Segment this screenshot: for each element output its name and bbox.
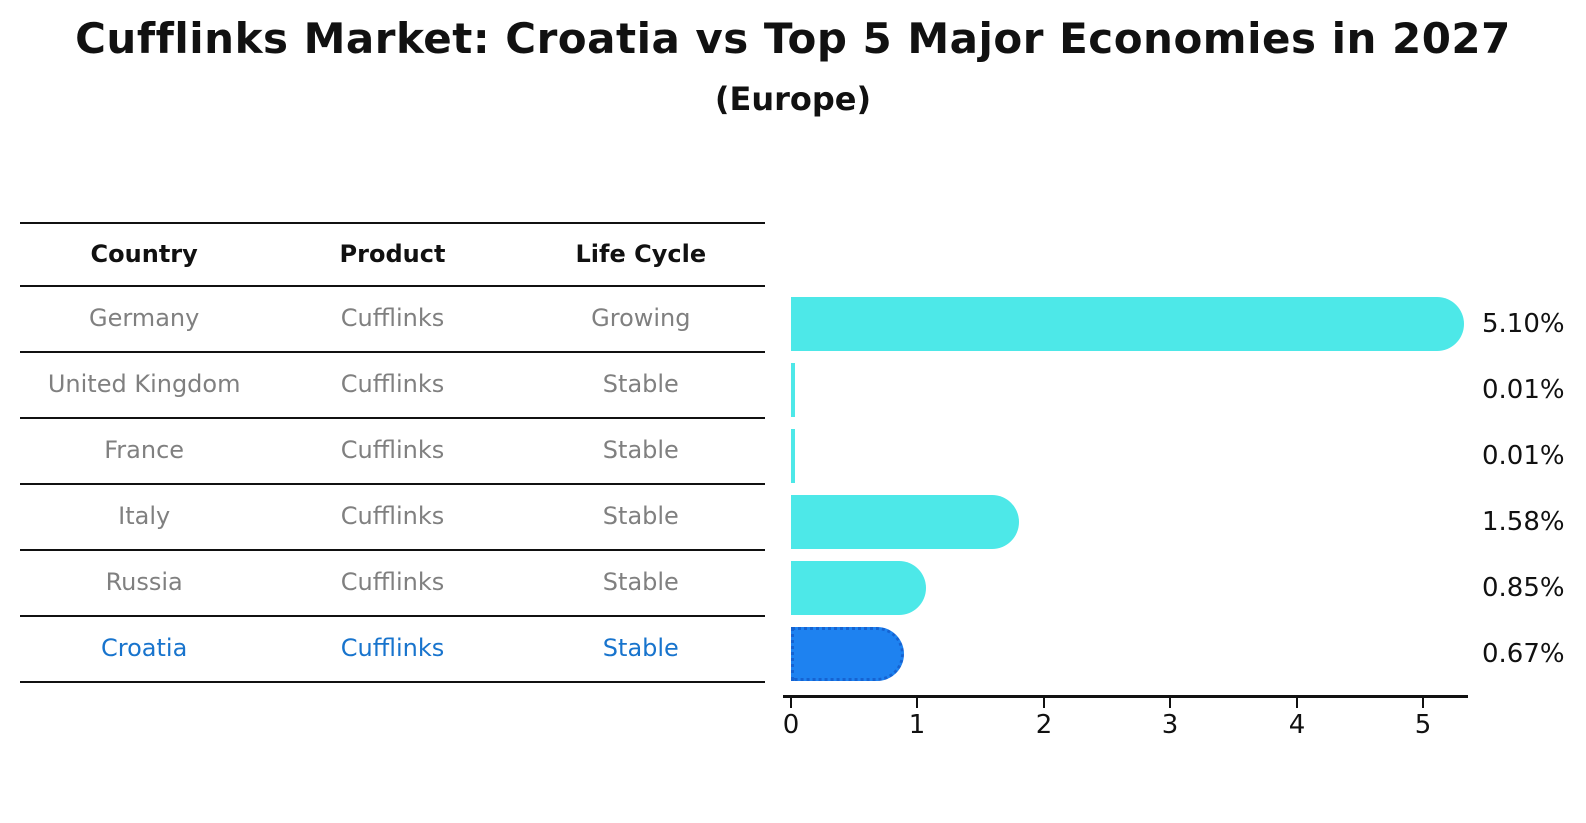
bar-russia: [791, 561, 926, 615]
cell-country: France: [104, 436, 185, 464]
x-tick-label: 0: [782, 710, 800, 740]
x-tick-mark: [1422, 698, 1424, 708]
cell-country: Croatia: [101, 634, 188, 662]
table-row-croatia: Croatia Cufflinks Stable: [20, 615, 765, 681]
cell-product: Cufflinks: [340, 436, 445, 464]
cell-product: Cufflinks: [340, 502, 445, 530]
country-table: Country Product Life Cycle Germany Cuffl…: [20, 222, 765, 683]
table-row-line: [20, 417, 765, 419]
cell-life-cycle: Growing: [591, 304, 691, 332]
x-tick-label: 3: [1161, 710, 1179, 740]
column-header-country: Country: [90, 239, 198, 268]
cell-life-cycle: Stable: [602, 370, 679, 398]
x-tick-mark: [1296, 698, 1298, 708]
value-label-united-kingdom: 0.01%: [1482, 375, 1565, 405]
table-row-line: [20, 483, 765, 485]
table-row: Russia Cufflinks Stable: [20, 549, 765, 615]
column-header-life-cycle: Life Cycle: [575, 239, 707, 268]
bar-germany: [791, 297, 1464, 351]
x-tick-mark: [916, 698, 918, 708]
value-label-italy: 1.58%: [1482, 507, 1565, 537]
column-header-product: Product: [339, 239, 446, 268]
table-row: France Cufflinks Stable: [20, 417, 765, 483]
cell-country: Germany: [89, 304, 200, 332]
x-tick-mark: [790, 698, 792, 708]
cell-country: Russia: [105, 568, 183, 596]
value-label-russia: 0.85%: [1482, 573, 1565, 603]
x-tick-mark: [1043, 698, 1045, 708]
cell-country: Italy: [118, 502, 171, 530]
cell-life-cycle: Stable: [602, 436, 679, 464]
table-row-line: [20, 549, 765, 551]
table-row-line: [20, 615, 765, 617]
x-axis-line: [783, 695, 1468, 698]
value-label-croatia: 0.67%: [1482, 639, 1565, 669]
table-row: Germany Cufflinks Growing: [20, 285, 765, 351]
bar-italy: [791, 495, 1019, 549]
cell-life-cycle: Stable: [602, 634, 679, 662]
table-top-line: [20, 222, 765, 224]
cell-product: Cufflinks: [340, 634, 445, 662]
x-tick-mark: [1169, 698, 1171, 708]
chart-subtitle: (Europe): [714, 80, 872, 118]
cell-life-cycle: Stable: [602, 568, 679, 596]
x-tick-label: 5: [1414, 710, 1432, 740]
x-tick-label: 2: [1035, 710, 1053, 740]
bar-france: [791, 429, 795, 483]
cell-product: Cufflinks: [340, 568, 445, 596]
cell-life-cycle: Stable: [602, 502, 679, 530]
table-bottom-line: [20, 681, 765, 683]
table-row: Italy Cufflinks Stable: [20, 483, 765, 549]
chart-title: Cufflinks Market: Croatia vs Top 5 Major…: [75, 14, 1511, 63]
x-tick-label: 1: [908, 710, 926, 740]
cell-product: Cufflinks: [340, 304, 445, 332]
bar-united-kingdom: [791, 363, 795, 417]
table-header-row: Country Product Life Cycle: [20, 222, 765, 285]
bar-chart: 0 1 2 3 4 5: [783, 270, 1583, 750]
table-row: United Kingdom Cufflinks Stable: [20, 351, 765, 417]
cell-product: Cufflinks: [340, 370, 445, 398]
cell-country: United Kingdom: [47, 370, 241, 398]
table-header-line: [20, 285, 765, 287]
x-tick-label: 4: [1288, 710, 1306, 740]
value-label-france: 0.01%: [1482, 441, 1565, 471]
value-label-germany: 5.10%: [1482, 309, 1565, 339]
bar-croatia: [791, 627, 904, 681]
table-row-line: [20, 351, 765, 353]
